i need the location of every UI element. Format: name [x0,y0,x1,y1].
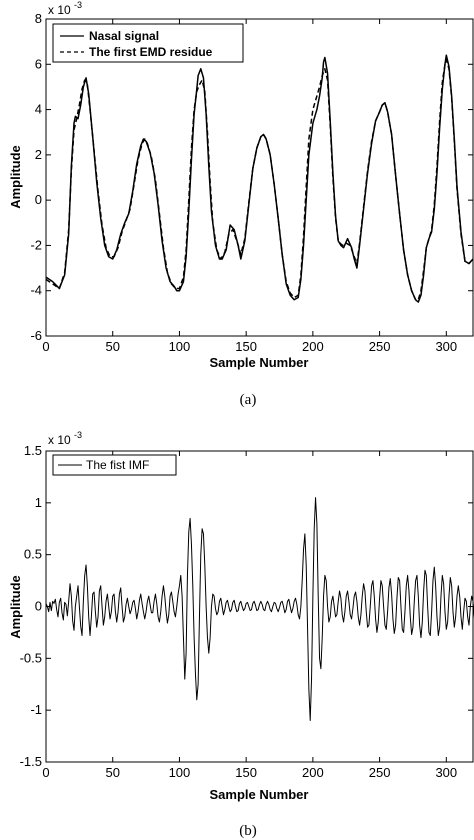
panel-b-ytick-label-0: -1.5 [20,754,42,769]
panel-a-xtick-label-3: 150 [235,339,257,354]
panel-b: 0 50 100 150 200 250 300 -1.5 -1 -0.5 0 0.5 1 1.5 Sam… [8,430,474,839]
panel-a-ytick-label-7: 8 [35,11,42,26]
panel-a-exponent-base: x 10 [48,3,71,17]
panel-a-xtick-label-2: 100 [169,339,191,354]
panel-b-xtick-label-4: 200 [302,765,324,780]
panel-a-ytick-label-2: -2 [30,237,42,252]
panel-a-legend-box [52,23,244,63]
panel-b-ytick-label-1: -1 [30,702,42,717]
panel-a-plot-area: 0 50 100 150 200 250 300 -6 -4 -2 0 2 4 6 8 [30,11,474,354]
panel-b-xtick-label-2: 100 [169,765,191,780]
panel-a-xtick-label-5: 250 [369,339,391,354]
panel-a-ytick-label-0: -6 [30,328,42,343]
panel-b-caption: (b) [239,823,257,839]
panel-a-ytick-label-6: 6 [35,56,42,71]
panel-b-legend: The fist IMF [52,454,177,476]
panel-a-legend: Nasal signal The first EMD residue [52,23,244,63]
panel-b-xtick-label-6: 300 [435,765,457,780]
panel-b-legend-label-0: The fist IMF [86,458,149,472]
panel-b-ytick-label-6: 1.5 [24,443,42,458]
panel-a-ytick-label-1: -4 [30,283,42,298]
panel-b-xtick-label-3: 150 [235,765,257,780]
panel-a: 0 50 100 150 200 250 300 -6 -4 -2 0 2 4 6 8 Sample Num… [8,0,474,408]
panel-b-ytick-label-5: 1 [35,495,42,510]
panel-a-xtick-label-0: 0 [42,339,49,354]
panel-a-xtick-label-6: 300 [435,339,457,354]
panel-a-ytick-label-5: 4 [35,102,42,117]
panel-a-axes-frame [45,18,474,337]
panel-a-caption: (a) [240,392,257,408]
panel-b-exponent-base: x 10 [48,433,71,447]
panel-b-plot-area: 0 50 100 150 200 250 300 -1.5 -1 -0.5 0 0.5 1 1.5 [20,443,474,780]
panel-b-ytick-label-3: 0 [35,599,42,614]
panel-b-axes-frame [45,450,474,763]
panel-b-xlabel: Sample Number [210,787,309,802]
panel-a-xtick-label-1: 50 [105,339,119,354]
panel-b-exponent-power: -3 [74,430,82,440]
panel-a-ytick-label-3: 0 [35,192,42,207]
panel-a-xtick-label-4: 200 [302,339,324,354]
panel-b-ytick-label-2: -0.5 [20,650,42,665]
panel-b-ylabel: Amplitude [8,575,23,639]
panel-a-exponent-power: -3 [74,0,82,10]
panel-b-xtick-label-0: 0 [42,765,49,780]
panel-b-xtick-label-5: 250 [369,765,391,780]
panel-b-legend-box [52,454,177,476]
panel-b-exponent: x 10 -3 [48,430,82,447]
panel-a-legend-label-1: The first EMD residue [89,45,213,59]
panel-b-series-line-0 [45,497,474,722]
panel-a-series-line-1 [45,59,474,301]
panel-b-ytick-label-4: 0.5 [24,547,42,562]
panel-a-ylabel: Amplitude [8,145,23,209]
panel-a-xlabel: Sample Number [210,355,309,370]
panel-a-exponent: x 10 -3 [48,0,82,17]
panel-a-ytick-label-4: 2 [35,147,42,162]
panel-b-xtick-label-1: 50 [105,765,119,780]
panel-a-series-line-0 [45,54,474,303]
panel-a-legend-label-0: Nasal signal [89,29,159,43]
